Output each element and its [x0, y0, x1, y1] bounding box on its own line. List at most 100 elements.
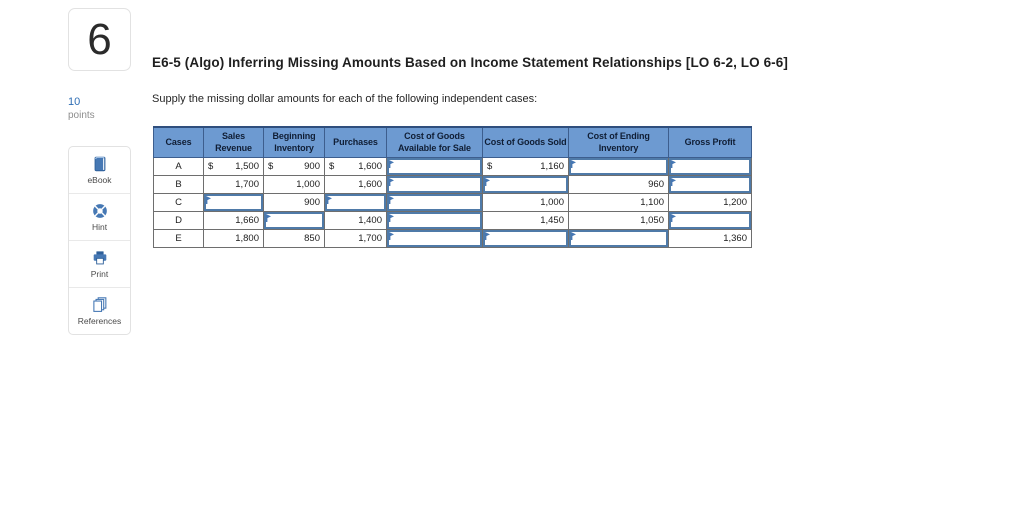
amount-value: 1,050	[640, 215, 664, 226]
sidebar-item-references[interactable]: References	[69, 288, 130, 334]
amount-value: 1,700	[235, 179, 259, 190]
amount-input[interactable]	[387, 176, 482, 193]
amount-cell: 1,100	[568, 193, 669, 212]
amount-cell	[482, 229, 569, 248]
amount-cell: 960	[568, 175, 669, 194]
amount-value: 1,000	[540, 197, 564, 208]
amount-cell: 850	[263, 229, 325, 248]
amount-cell	[386, 175, 483, 194]
amount-cell: 1,660	[203, 211, 264, 230]
references-icon	[91, 296, 109, 314]
amount-cell	[386, 229, 483, 248]
table-header: Cases Sales Revenue Beginning Inventory Pur…	[153, 126, 752, 158]
amount-cell: $1,160	[482, 157, 569, 176]
amount-value: 1,200	[723, 197, 747, 208]
amount-cell	[263, 211, 325, 230]
amount-value: 960	[648, 179, 664, 190]
amount-cell: 1,050	[568, 211, 669, 230]
amount-input[interactable]	[669, 212, 751, 229]
amount-cell: 900	[263, 193, 325, 212]
cases-table: Cases Sales Revenue Beginning Inventory Pur…	[153, 126, 752, 248]
amount-value: 1,450	[540, 215, 564, 226]
flag-icon	[485, 178, 490, 186]
column-header: Sales Revenue	[203, 126, 264, 158]
hint-icon	[91, 202, 109, 220]
instruction-text: Supply the missing dollar amounts for ea…	[152, 93, 538, 105]
dollar-sign: $	[487, 161, 493, 172]
case-label: D	[153, 211, 204, 230]
flag-icon	[327, 196, 332, 204]
amount-input[interactable]	[387, 194, 482, 211]
column-header: Cost of Goods Sold	[482, 126, 569, 158]
amount-value: 1,700	[358, 233, 382, 244]
points-label: points	[68, 110, 95, 122]
case-label: E	[153, 229, 204, 248]
amount-input[interactable]	[669, 158, 751, 175]
amount-input[interactable]	[387, 158, 482, 175]
column-header: Cases	[153, 126, 204, 158]
amount-cell: 1,360	[668, 229, 752, 248]
amount-value: 1,160	[540, 161, 564, 172]
column-header: Cost of Goods Available for Sale	[386, 126, 483, 158]
table-row: B 1,700 1,000 1,600 960	[153, 175, 752, 194]
amount-input[interactable]	[264, 212, 324, 229]
case-label: A	[153, 157, 204, 176]
flag-icon	[389, 160, 394, 168]
amount-cell	[386, 211, 483, 230]
dollar-sign: $	[329, 161, 335, 172]
amount-cell	[482, 175, 569, 194]
sidebar-item-label: References	[77, 316, 122, 326]
amount-cell	[386, 193, 483, 212]
sidebar-item-ebook[interactable]: eBook	[69, 147, 130, 194]
flag-icon	[389, 214, 394, 222]
amount-value: 900	[304, 161, 320, 172]
table-row: D 1,660 1,400 1,450 1,050	[153, 211, 752, 230]
amount-input[interactable]	[325, 194, 386, 211]
case-label: C	[153, 193, 204, 212]
amount-cell: 1,000	[263, 175, 325, 194]
column-header: Gross Profit	[668, 126, 752, 158]
amount-cell	[668, 175, 752, 194]
amount-cell: 1,200	[668, 193, 752, 212]
flag-icon	[485, 232, 490, 240]
dollar-sign: $	[208, 161, 214, 172]
flag-icon	[389, 232, 394, 240]
column-header: Purchases	[324, 126, 387, 158]
amount-cell: 1,700	[324, 229, 387, 248]
amount-cell	[568, 229, 669, 248]
flag-icon	[266, 214, 271, 222]
sidebar-item-label: eBook	[87, 175, 112, 185]
column-header: Cost of Ending Inventory	[568, 126, 669, 158]
sidebar-item-print[interactable]: Print	[69, 241, 130, 288]
flag-icon	[389, 196, 394, 204]
amount-input[interactable]	[483, 230, 568, 247]
amount-cell: $1,500	[203, 157, 264, 176]
table-row: E 1,800 850 1,700 1,360	[153, 229, 752, 248]
amount-input[interactable]	[569, 158, 668, 175]
amount-input[interactable]	[569, 230, 668, 247]
sidebar-item-hint[interactable]: Hint	[69, 194, 130, 241]
amount-input[interactable]	[204, 194, 263, 211]
amount-input[interactable]	[387, 230, 482, 247]
flag-icon	[571, 160, 576, 168]
resources-sidebar: eBook Hint Print References	[68, 146, 131, 335]
points-value: 10	[68, 96, 81, 108]
amount-input[interactable]	[387, 212, 482, 229]
amount-value: 850	[304, 233, 320, 244]
question-number: 6	[87, 14, 112, 64]
amount-input[interactable]	[669, 176, 751, 193]
amount-input[interactable]	[483, 176, 568, 193]
amount-cell	[324, 193, 387, 212]
flag-icon	[389, 178, 394, 186]
amount-cell	[668, 211, 752, 230]
case-label: B	[153, 175, 204, 194]
amount-cell	[203, 193, 264, 212]
flag-icon	[671, 160, 676, 168]
column-header: Beginning Inventory	[263, 126, 325, 158]
flag-icon	[571, 232, 576, 240]
print-icon	[91, 249, 109, 267]
amount-value: 1,400	[358, 215, 382, 226]
amount-value: 1,500	[235, 161, 259, 172]
sidebar-item-label: Print	[90, 269, 109, 279]
amount-cell	[386, 157, 483, 176]
